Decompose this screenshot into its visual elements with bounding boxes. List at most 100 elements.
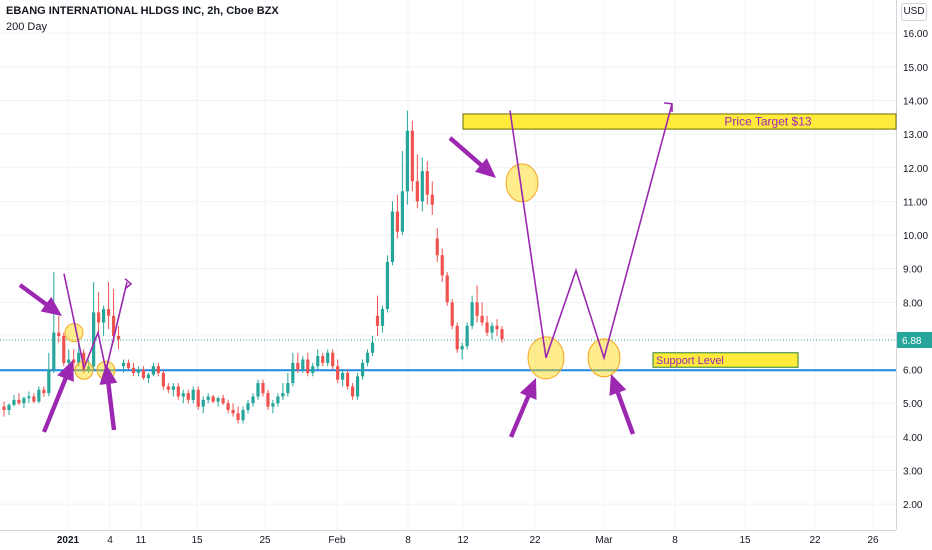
support-label: Support Level <box>656 355 724 367</box>
candle-body <box>460 346 464 350</box>
candle-body <box>166 386 170 390</box>
candle-body <box>405 130 409 192</box>
candle-body <box>435 238 439 256</box>
highlight-circle <box>64 323 84 343</box>
candle-body <box>276 396 280 404</box>
candle-body <box>420 171 424 202</box>
y-tick-label: 8.00 <box>903 298 923 309</box>
y-tick-label: 4.00 <box>903 433 923 444</box>
candle-body <box>475 302 479 316</box>
candle-body <box>465 325 469 347</box>
candle-body <box>365 352 370 363</box>
candle-body <box>306 359 310 373</box>
candle-body <box>52 332 56 370</box>
candle-body <box>196 389 200 407</box>
candle-body <box>42 389 46 394</box>
candle-body <box>256 383 260 397</box>
price-target-box <box>462 113 897 130</box>
x-tick-label: 12 <box>457 535 469 546</box>
candle-body <box>390 211 395 262</box>
candle-body <box>37 389 41 402</box>
candle-body <box>341 372 345 380</box>
arrow-annotation <box>609 374 636 435</box>
candle-body <box>410 130 414 182</box>
x-tick-label: 8 <box>405 535 411 546</box>
candle-body <box>7 404 11 410</box>
candle-body <box>495 325 499 330</box>
candle-body <box>261 383 265 394</box>
candle-body <box>211 396 215 402</box>
candle-body <box>355 376 360 397</box>
price-target-label: Price Target $13 <box>724 115 811 129</box>
candle-body <box>87 366 91 370</box>
candle-body <box>57 332 61 336</box>
candle-body <box>221 398 225 404</box>
candle-body <box>351 386 355 397</box>
arrowhead-left <box>124 278 133 290</box>
candle-body <box>291 362 295 384</box>
candle-body <box>171 386 175 390</box>
candle-body <box>67 359 71 363</box>
highlight-circle <box>505 163 539 203</box>
y-tick-label: 11.00 <box>903 197 928 208</box>
candle-body <box>445 275 449 303</box>
candle-body <box>360 362 365 377</box>
candle-body <box>17 399 21 404</box>
candle-body <box>266 393 270 407</box>
x-tick-label: 8 <box>672 535 678 546</box>
arrow-annotation <box>42 360 74 433</box>
candle-body <box>102 309 106 323</box>
candle-body <box>241 409 245 421</box>
candle-body <box>181 393 185 397</box>
candle-body <box>271 403 275 407</box>
candle-body <box>425 171 429 195</box>
candle-body <box>136 369 141 373</box>
candle-body <box>47 369 51 394</box>
candle-body <box>32 396 36 402</box>
candle-body <box>121 362 126 367</box>
candle-body <box>62 335 66 363</box>
candle-body <box>126 362 131 368</box>
candle-body <box>146 374 151 378</box>
x-tick-label: 15 <box>739 535 751 546</box>
candle-body <box>281 393 285 397</box>
candle-body <box>326 352 330 363</box>
candle-body <box>440 255 444 276</box>
y-tick-label: 6.00 <box>903 366 923 377</box>
candle-body <box>470 302 474 326</box>
candle-body <box>97 312 101 323</box>
candle-body <box>27 396 31 399</box>
arrow-annotation <box>509 378 537 438</box>
candle-body <box>480 315 484 323</box>
y-tick-label: 16.00 <box>903 29 928 40</box>
candle-body <box>141 369 146 378</box>
indicator-label: 200 Day <box>6 21 47 33</box>
candle-body <box>301 359 305 370</box>
currency-button[interactable]: USD <box>901 3 927 21</box>
x-tick-label: 22 <box>529 535 541 546</box>
candle-body <box>455 325 459 350</box>
y-tick-label: 10.00 <box>903 231 928 242</box>
candle-body <box>346 372 350 387</box>
candle-body <box>286 383 290 394</box>
pattern-path-left <box>63 273 128 371</box>
x-tick-label: 25 <box>259 535 271 546</box>
candle-body <box>106 309 111 316</box>
arrow-annotation <box>448 136 496 178</box>
y-tick-label: 5.00 <box>903 399 923 410</box>
candle-body <box>400 191 404 232</box>
candle-body <box>226 403 230 410</box>
x-tick-label: 15 <box>191 535 203 546</box>
candle-body <box>111 315 116 336</box>
candle-body <box>231 409 235 414</box>
x-tick-label: 2021 <box>57 535 80 546</box>
candle-body <box>161 372 165 387</box>
candle-body <box>385 261 390 310</box>
y-tick-label: 15.00 <box>903 63 928 74</box>
candle-body <box>490 325 494 333</box>
candle-body <box>395 211 400 232</box>
candle-body <box>500 329 504 340</box>
x-tick-label: 22 <box>809 535 821 546</box>
x-tick-label: 26 <box>867 535 879 546</box>
